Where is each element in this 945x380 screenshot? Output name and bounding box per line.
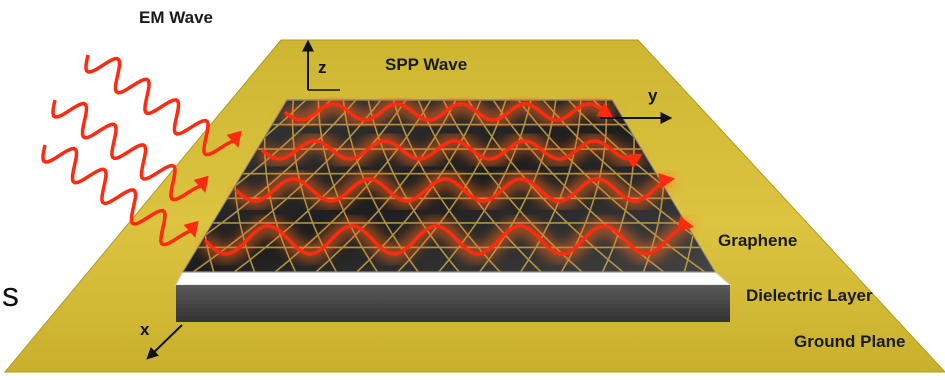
em-wave-line xyxy=(41,144,199,247)
dielectric-layer-label: Dielectric Layer xyxy=(746,286,873,305)
axes xyxy=(146,39,673,360)
x-axis-arrow xyxy=(146,324,183,360)
spp-wave-line xyxy=(260,139,643,169)
spp-wave-line xyxy=(203,216,695,256)
graphene-label: Graphene xyxy=(718,231,798,250)
em-waves xyxy=(41,54,242,247)
cropped-text-fragment: s xyxy=(2,276,19,314)
axis-y-label: y xyxy=(648,86,658,105)
spp-waves xyxy=(199,95,695,262)
ground-plane-label: Ground Plane xyxy=(794,332,906,351)
em-wave-line xyxy=(84,54,242,157)
dielectric-top-edge xyxy=(175,271,732,286)
em-wave-line xyxy=(51,99,209,202)
em-wave-label: EM Wave xyxy=(139,8,214,27)
axis-x-label: x xyxy=(140,320,150,339)
spp-wave-label: SPP Wave xyxy=(385,55,468,74)
axis-z-label: z xyxy=(318,58,327,77)
dielectric-front-face xyxy=(176,285,730,322)
spp-wave-line xyxy=(234,173,676,203)
spp-wave-line xyxy=(283,102,614,122)
